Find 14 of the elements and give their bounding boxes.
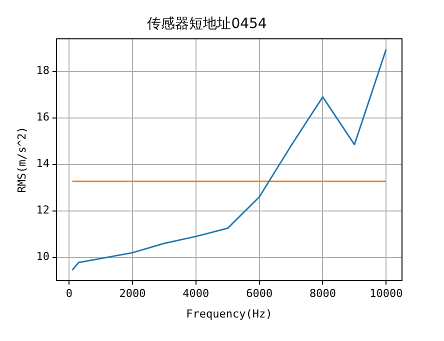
y-tick-label: 14 [36, 157, 50, 170]
y-tick-label: 16 [36, 110, 50, 124]
y-tick-label: 18 [36, 64, 50, 78]
y-tick-label: 12 [36, 204, 50, 217]
x-tick-label: 2000 [119, 287, 146, 300]
y-tick-label: 10 [36, 250, 50, 264]
x-tick-label: 0 [66, 287, 72, 300]
x-tick-label: 8000 [309, 287, 336, 300]
x-tick-label: 4000 [182, 287, 210, 300]
y-axis-title: RMS(m/s^2) [15, 126, 28, 193]
x-axis-title: Frequency(Hz) [186, 307, 272, 320]
chart-title: 传感器短地址0454 [147, 16, 267, 32]
x-tick-label: 6000 [246, 287, 273, 300]
x-tick-label: 10000 [370, 287, 403, 300]
